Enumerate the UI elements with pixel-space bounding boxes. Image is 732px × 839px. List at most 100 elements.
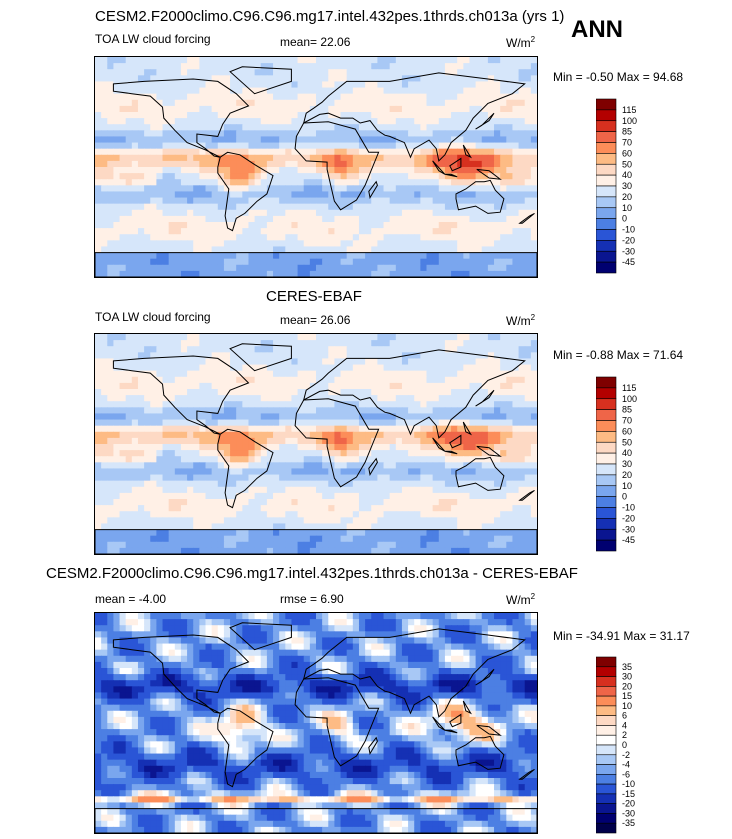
map-cell: [266, 346, 274, 353]
map-cell: [512, 215, 520, 223]
map-cell: [144, 364, 151, 372]
map-cell: [444, 160, 452, 168]
map-cell: [125, 511, 133, 518]
map-cell: [494, 480, 501, 488]
map-cell: [365, 382, 372, 390]
map-cell: [113, 376, 121, 384]
map-cell: [340, 382, 348, 390]
map-cell: [395, 395, 403, 402]
map-cell: [322, 444, 329, 451]
map-cell: [371, 167, 378, 174]
coastlines: [95, 66, 537, 277]
map-cell: [494, 364, 501, 372]
map-cell: [328, 160, 336, 168]
map-cell: [487, 376, 495, 384]
map-cell: [500, 352, 507, 360]
map-cell: [266, 480, 274, 488]
map-cell: [358, 340, 366, 347]
map-cell: [180, 395, 188, 402]
map-cell: [242, 505, 250, 512]
map-cell: [352, 258, 360, 266]
map-cell: [506, 352, 514, 360]
map-cell: [101, 492, 108, 500]
map-cell: [463, 419, 471, 427]
map-cell: [328, 358, 336, 366]
map-cell: [475, 407, 483, 415]
map-cell: [358, 425, 366, 433]
map-cell: [174, 270, 182, 277]
map-cell: [156, 407, 164, 415]
map-cell: [316, 124, 323, 131]
map-cell: [119, 112, 127, 119]
map-cell: [377, 124, 385, 131]
map-cell: [469, 358, 477, 366]
map-cell: [150, 252, 157, 260]
map-cell: [494, 69, 501, 76]
map-cell: [199, 431, 207, 439]
map-cell: [358, 228, 366, 235]
map-cell: [254, 352, 262, 360]
map-cell: [401, 228, 409, 235]
map-cell: [248, 468, 256, 476]
map-cell: [512, 191, 520, 199]
map-cell: [144, 203, 151, 211]
map-cell: [187, 173, 194, 180]
map-cell: [358, 93, 366, 101]
map-cell: [211, 185, 219, 193]
map-cell: [500, 203, 507, 211]
map-cell: [119, 431, 127, 439]
map-cell: [193, 395, 200, 402]
map-cell: [352, 167, 360, 174]
map-cell: [168, 456, 176, 463]
map-cell: [438, 179, 446, 186]
map-cell: [328, 148, 336, 156]
map-cell: [377, 492, 385, 500]
map-cell: [365, 81, 372, 89]
map-cell: [309, 474, 317, 482]
map-cell: [297, 352, 305, 360]
map-cell: [530, 118, 537, 125]
map-cell: [389, 358, 397, 366]
map-cell: [358, 517, 366, 525]
map-cell: [150, 179, 157, 186]
map-cell: [444, 511, 452, 518]
map-cell: [217, 130, 225, 138]
map-cell: [432, 179, 440, 186]
map-cell: [469, 179, 477, 186]
map-cell: [254, 529, 262, 537]
map-cell: [119, 124, 127, 131]
map-cell: [187, 197, 194, 205]
map-cell: [125, 444, 133, 451]
map-cell: [371, 93, 378, 101]
map-cell: [236, 437, 243, 445]
map-cell: [260, 215, 268, 223]
map-cell: [230, 63, 237, 70]
map-cell: [180, 105, 188, 113]
map-cell: [451, 215, 458, 223]
map-cell: [408, 124, 415, 131]
map-cell: [242, 407, 250, 415]
map-cell: [340, 264, 348, 272]
map-cell: [494, 105, 501, 113]
map-cell: [291, 523, 299, 531]
map-cell: [95, 437, 102, 445]
map-cell: [451, 185, 458, 193]
map-cell: [444, 154, 452, 162]
map-cell: [119, 364, 127, 372]
map-cell: [420, 346, 428, 353]
map-cell: [273, 450, 280, 457]
colorbar-swatch: [596, 218, 617, 230]
map-cell: [340, 112, 348, 119]
map-cell: [125, 425, 133, 433]
panel1-left-label: TOA LW cloud forcing: [95, 32, 211, 46]
map-cell: [401, 474, 409, 482]
map-cell: [463, 63, 471, 70]
map-cell: [322, 480, 329, 488]
map-cell: [518, 75, 526, 83]
map-cell: [395, 240, 403, 248]
map-cell: [530, 185, 537, 193]
map-cell: [193, 468, 200, 476]
map-cell: [500, 444, 507, 451]
map-cell: [205, 340, 213, 347]
map-cell: [303, 246, 311, 254]
